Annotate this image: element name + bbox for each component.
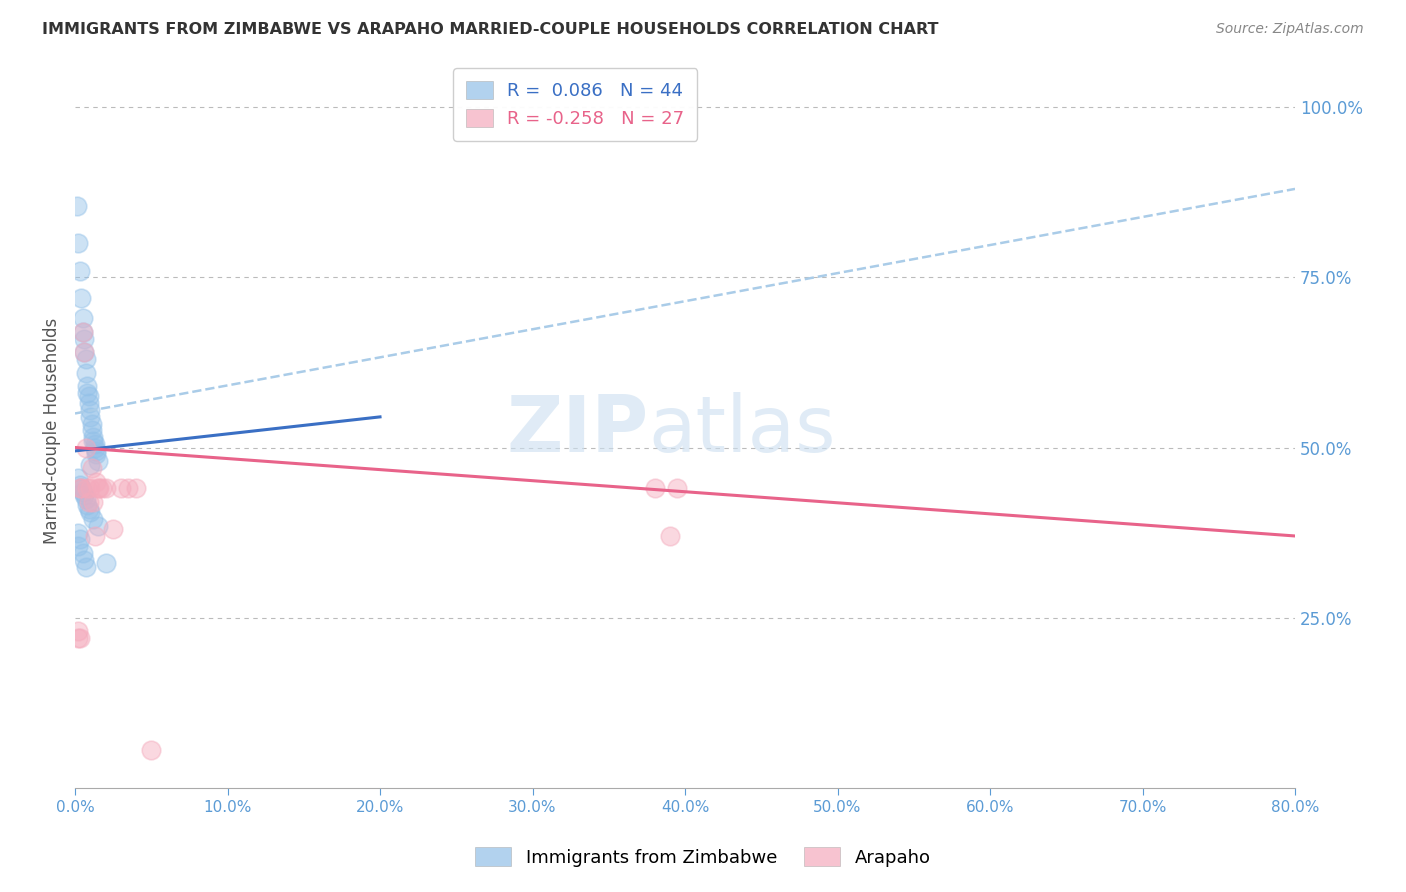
Point: [141, 743, 163, 757]
Point: [91, 481, 114, 495]
Point: [75, 352, 97, 367]
Point: [69, 481, 91, 495]
Text: atlas: atlas: [648, 392, 837, 468]
Point: [79, 409, 101, 424]
Point: [82, 434, 104, 448]
Legend: R =  0.086   N = 44, R = -0.258   N = 27: R = 0.086 N = 44, R = -0.258 N = 27: [453, 68, 697, 141]
Point: [73, 345, 96, 359]
Point: [80, 461, 103, 475]
Point: [77, 501, 100, 516]
Point: [79, 505, 101, 519]
Point: [67, 631, 90, 645]
Point: [73, 345, 96, 359]
Point: [73, 553, 96, 567]
Point: [82, 430, 104, 444]
Point: [77, 495, 100, 509]
Point: [77, 389, 100, 403]
Text: IMMIGRANTS FROM ZIMBABWE VS ARAPAHO MARRIED-COUPLE HOUSEHOLDS CORRELATION CHART: IMMIGRANTS FROM ZIMBABWE VS ARAPAHO MARR…: [42, 22, 939, 37]
Point: [94, 481, 117, 495]
Point: [87, 481, 110, 495]
Point: [70, 481, 93, 495]
Point: [77, 396, 100, 410]
Point: [72, 325, 94, 339]
Point: [76, 481, 98, 495]
Point: [86, 447, 108, 461]
Point: [658, 529, 681, 543]
Point: [666, 481, 689, 495]
Text: Source: ZipAtlas.com: Source: ZipAtlas.com: [1216, 22, 1364, 37]
Point: [67, 624, 90, 639]
Point: [117, 481, 139, 495]
Point: [69, 263, 91, 277]
Point: [89, 481, 111, 495]
Point: [80, 424, 103, 438]
Point: [125, 481, 148, 495]
Point: [86, 444, 108, 458]
Point: [73, 332, 96, 346]
Point: [75, 366, 97, 380]
Point: [94, 556, 117, 570]
Point: [72, 311, 94, 326]
Point: [67, 471, 90, 485]
Point: [79, 481, 101, 495]
Point: [75, 559, 97, 574]
Point: [75, 441, 97, 455]
Point: [80, 417, 103, 431]
Point: [69, 533, 91, 547]
Point: [87, 518, 110, 533]
Point: [101, 522, 124, 536]
Point: [79, 403, 101, 417]
Point: [69, 631, 91, 645]
Point: [83, 441, 105, 455]
Point: [72, 484, 94, 499]
Point: [86, 475, 108, 489]
Point: [83, 529, 105, 543]
Point: [76, 379, 98, 393]
Point: [76, 499, 98, 513]
Point: [87, 454, 110, 468]
Point: [67, 539, 90, 553]
Point: [70, 481, 93, 495]
Point: [73, 488, 96, 502]
Point: [67, 525, 90, 540]
Point: [644, 481, 666, 495]
Point: [72, 546, 94, 560]
Point: [82, 512, 104, 526]
Point: [110, 481, 132, 495]
Text: ZIP: ZIP: [506, 392, 648, 468]
Point: [65, 199, 87, 213]
Point: [69, 478, 91, 492]
Point: [82, 495, 104, 509]
Point: [75, 491, 97, 506]
Point: [70, 291, 93, 305]
Point: [67, 236, 90, 251]
Point: [72, 325, 94, 339]
Y-axis label: Married-couple Households: Married-couple Households: [44, 318, 60, 543]
Point: [76, 386, 98, 401]
Point: [83, 437, 105, 451]
Point: [79, 458, 101, 472]
Legend: Immigrants from Zimbabwe, Arapaho: Immigrants from Zimbabwe, Arapaho: [468, 840, 938, 874]
